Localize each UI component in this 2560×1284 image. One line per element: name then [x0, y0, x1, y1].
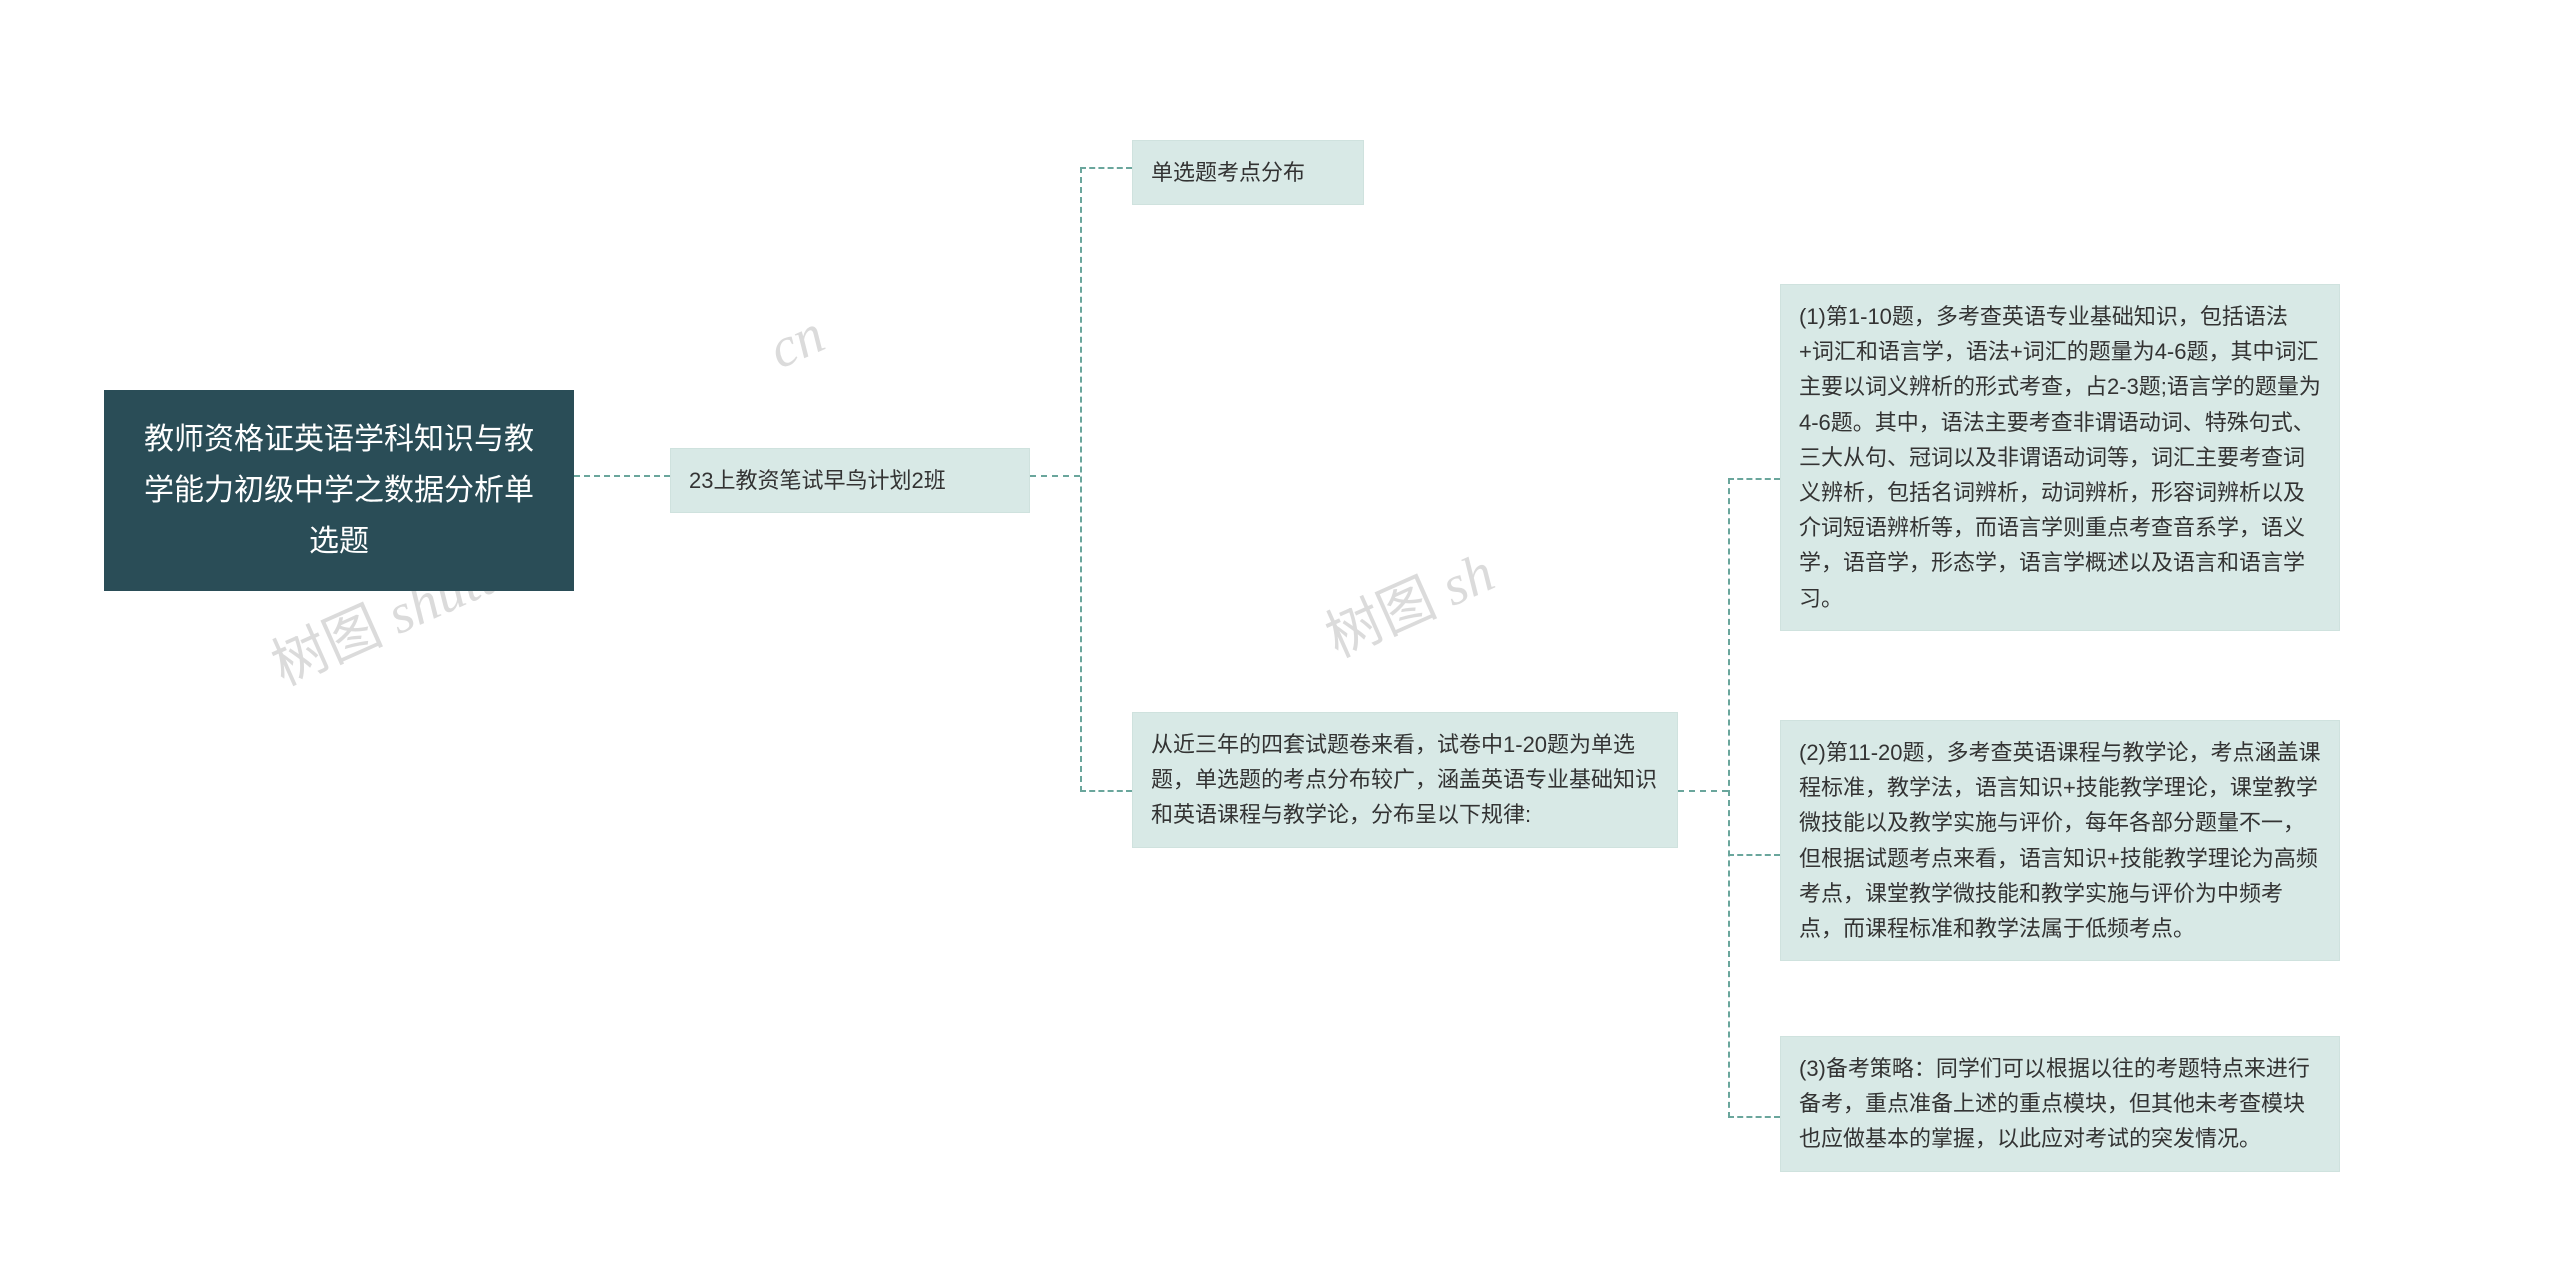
mindmap-level1: 23上教资笔试早鸟计划2班 — [670, 448, 1030, 513]
connector — [1728, 478, 1780, 480]
connector — [1728, 478, 1730, 1118]
connector — [1080, 167, 1132, 169]
mindmap-node-l3a: (1)第1-10题，多考查英语专业基础知识，包括语法+词汇和语言学，语法+词汇的… — [1780, 284, 2340, 631]
connector — [1080, 167, 1082, 792]
l3a-text: (1)第1-10题，多考查英语专业基础知识，包括语法+词汇和语言学，语法+词汇的… — [1799, 304, 2321, 611]
root-text: 教师资格证英语学科知识与教学能力初级中学之数据分析单选题 — [144, 423, 534, 558]
mindmap-node-l3b: (2)第11-20题，多考查英语课程与教学论，考点涵盖课程标准，教学法，语言知识… — [1780, 720, 2340, 961]
watermark: 树图 sh — [1311, 528, 1505, 674]
level1-text: 23上教资笔试早鸟计划2班 — [689, 468, 946, 493]
watermark: cn — [759, 302, 833, 382]
l3b-text: (2)第11-20题，多考查英语课程与教学论，考点涵盖课程标准，教学法，语言知识… — [1799, 740, 2321, 941]
l3c-text: (3)备考策略：同学们可以根据以往的考题特点来进行备考，重点准备上述的重点模块，… — [1799, 1056, 2310, 1151]
connector — [1728, 854, 1780, 856]
connector — [1678, 790, 1728, 792]
l2a-text: 单选题考点分布 — [1151, 160, 1305, 185]
connector — [1080, 790, 1132, 792]
mindmap-node-l2b: 从近三年的四套试题卷来看，试卷中1-20题为单选题，单选题的考点分布较广，涵盖英… — [1132, 712, 1678, 848]
mindmap-root: 教师资格证英语学科知识与教学能力初级中学之数据分析单选题 — [104, 390, 574, 591]
connector — [1030, 475, 1080, 477]
mindmap-node-l2a: 单选题考点分布 — [1132, 140, 1364, 205]
connector — [574, 475, 670, 477]
l2b-text: 从近三年的四套试题卷来看，试卷中1-20题为单选题，单选题的考点分布较广，涵盖英… — [1151, 732, 1657, 827]
mindmap-node-l3c: (3)备考策略：同学们可以根据以往的考题特点来进行备考，重点准备上述的重点模块，… — [1780, 1036, 2340, 1172]
connector — [1728, 1116, 1780, 1118]
